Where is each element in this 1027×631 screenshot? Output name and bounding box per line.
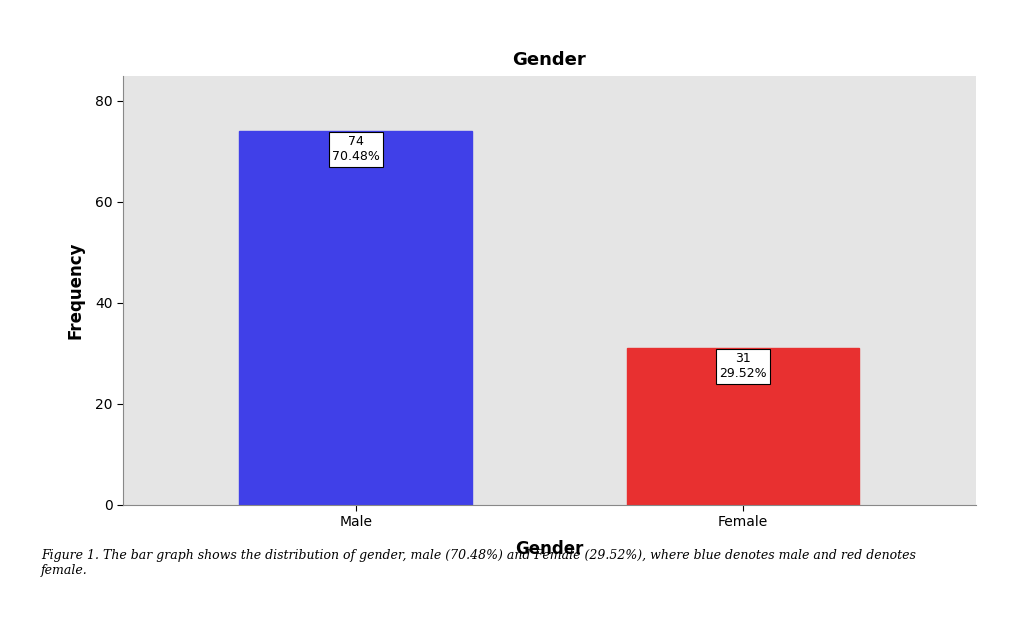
Bar — [626, 348, 860, 505]
Text: 31
29.52%: 31 29.52% — [719, 353, 767, 380]
X-axis label: Gender: Gender — [516, 540, 583, 558]
Text: Figure 1. The bar graph shows the distribution of gender, male (70.48%) and Fema: Figure 1. The bar graph shows the distri… — [41, 549, 916, 577]
Y-axis label: Frequency: Frequency — [66, 242, 84, 339]
Text: 74
70.48%: 74 70.48% — [332, 136, 380, 163]
Bar — [239, 131, 472, 505]
Title: Gender: Gender — [512, 50, 586, 69]
